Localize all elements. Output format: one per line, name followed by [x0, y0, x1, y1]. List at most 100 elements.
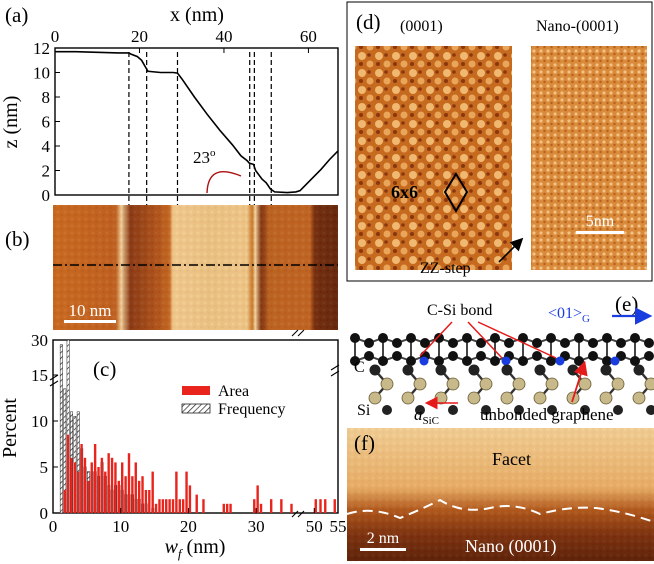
sic-carbon-atom	[613, 405, 623, 415]
sic-carbon-atom	[600, 364, 612, 376]
area-bar	[222, 503, 225, 513]
area-bar	[202, 499, 205, 513]
carbon-atom	[602, 333, 612, 343]
x-tick-label: 10	[112, 517, 129, 536]
area-bar	[104, 471, 107, 513]
area-bar	[171, 499, 175, 513]
x-tick-label: 60	[300, 27, 317, 46]
carbon-atom	[546, 333, 556, 343]
x-tick-label: 0	[51, 27, 60, 46]
silicon-atom	[446, 377, 460, 391]
panel-d-scalebar-label: 5nm	[586, 213, 615, 230]
area-bar	[114, 462, 117, 513]
area-bar	[70, 457, 73, 513]
area-bar	[290, 503, 293, 513]
carbon-atom	[364, 338, 374, 348]
area-bar	[87, 480, 90, 513]
panel-d-stm-images: (d) (0001) Nano-(0001) 6x6 5nm ZZ-step	[346, 1, 653, 282]
sic-carbon-atom	[468, 364, 480, 376]
sic-carbon-atom	[481, 405, 491, 415]
x-tick-label: 50	[306, 517, 323, 536]
y-tick-label: 0	[40, 504, 49, 523]
area-bar	[127, 453, 131, 513]
carbon-atom	[588, 338, 598, 348]
silicon-atom	[401, 391, 415, 405]
bonded-carbon-atom	[419, 356, 429, 366]
area-bar	[333, 499, 336, 513]
frequency-bar	[59, 344, 63, 514]
panel-a-label: (a)	[5, 3, 28, 27]
stm-left-image	[355, 46, 512, 270]
legend-area-label: Area	[218, 383, 249, 400]
sic-carbon-atom	[633, 364, 645, 376]
area-bar	[280, 499, 283, 513]
silicon-atom	[578, 377, 592, 391]
carbon-atom	[630, 333, 640, 343]
panel-a-line-chart: (a) x (nm) z (nm) 0 20 40 60 0 2 4 6 8 10 12 23o	[0, 3, 339, 300]
area-bar	[151, 471, 154, 513]
y-tick-label: 5	[40, 458, 49, 477]
si-label: Si	[357, 402, 371, 419]
carbon-atom	[434, 356, 444, 366]
legend-area-swatch	[182, 386, 210, 395]
panel-c-xlabel: wf (nm)	[165, 536, 226, 561]
sic-carbon-atom	[501, 364, 513, 376]
panel-d-scalebar	[576, 231, 624, 234]
panel-c-ylabel: Percent	[0, 398, 21, 458]
area-bar	[256, 485, 259, 513]
panel-b-afm-image: 10 nm (b)	[5, 205, 338, 330]
unbonded-arrow	[571, 360, 588, 403]
carbon-atom	[448, 351, 458, 361]
silicon-atom	[545, 377, 559, 391]
sic-layer	[368, 364, 654, 415]
carbon-atom	[406, 333, 416, 343]
panel-b-label: (b)	[5, 227, 30, 251]
carbon-atom	[518, 333, 528, 343]
angle-annotation: 23o	[193, 147, 216, 167]
sic-carbon-atom	[646, 405, 654, 415]
y-tick-label: 8	[42, 88, 51, 107]
carbon-atom	[350, 356, 360, 366]
nano-label: Nano (0001)	[465, 536, 556, 557]
area-bar	[225, 503, 229, 513]
carbon-atom	[490, 356, 500, 366]
silicon-atom	[368, 391, 382, 405]
area-bar	[134, 462, 137, 513]
y-tick-label: 10	[31, 412, 48, 431]
graphene-bond-top	[354, 336, 650, 345]
sic-carbon-atom	[534, 364, 546, 376]
sic-carbon-atom	[514, 405, 524, 415]
y-tick-label: 2	[42, 162, 51, 181]
carbon-atom	[602, 356, 612, 366]
sic-carbon-atom	[382, 405, 392, 415]
area-bar	[253, 499, 256, 513]
carbon-atom	[420, 338, 430, 348]
carbon-atom	[392, 338, 402, 348]
area-bar	[175, 471, 178, 513]
area-bar	[137, 480, 141, 513]
x-tick-label: 20	[131, 27, 148, 46]
unit-cell-diamond	[443, 172, 469, 213]
bonded-carbon-atom	[501, 356, 511, 366]
silicon-atom	[479, 377, 493, 391]
panel-b-scalebar	[64, 320, 116, 323]
area-bar	[80, 444, 83, 513]
panel-d-label: (d)	[356, 10, 381, 34]
area-bar	[66, 434, 70, 513]
panel-a-xlabel: x (nm)	[170, 4, 224, 26]
panel-f-label: (f)	[354, 431, 375, 455]
area-bar	[319, 499, 322, 513]
panel-a-frame	[54, 47, 339, 196]
carbon-atom	[364, 351, 374, 361]
carbon-atom	[574, 333, 584, 343]
carbon-atom	[588, 351, 598, 361]
panel-d-left-title: (0001)	[400, 18, 443, 35]
area-bar	[158, 499, 161, 513]
carbon-atom	[532, 338, 542, 348]
area-bar	[314, 499, 317, 513]
silicon-atom	[599, 391, 613, 405]
area-bar	[131, 476, 134, 513]
silicon-atom	[512, 377, 526, 391]
y-tick-label: 0	[42, 186, 51, 205]
area-bar	[83, 457, 87, 513]
